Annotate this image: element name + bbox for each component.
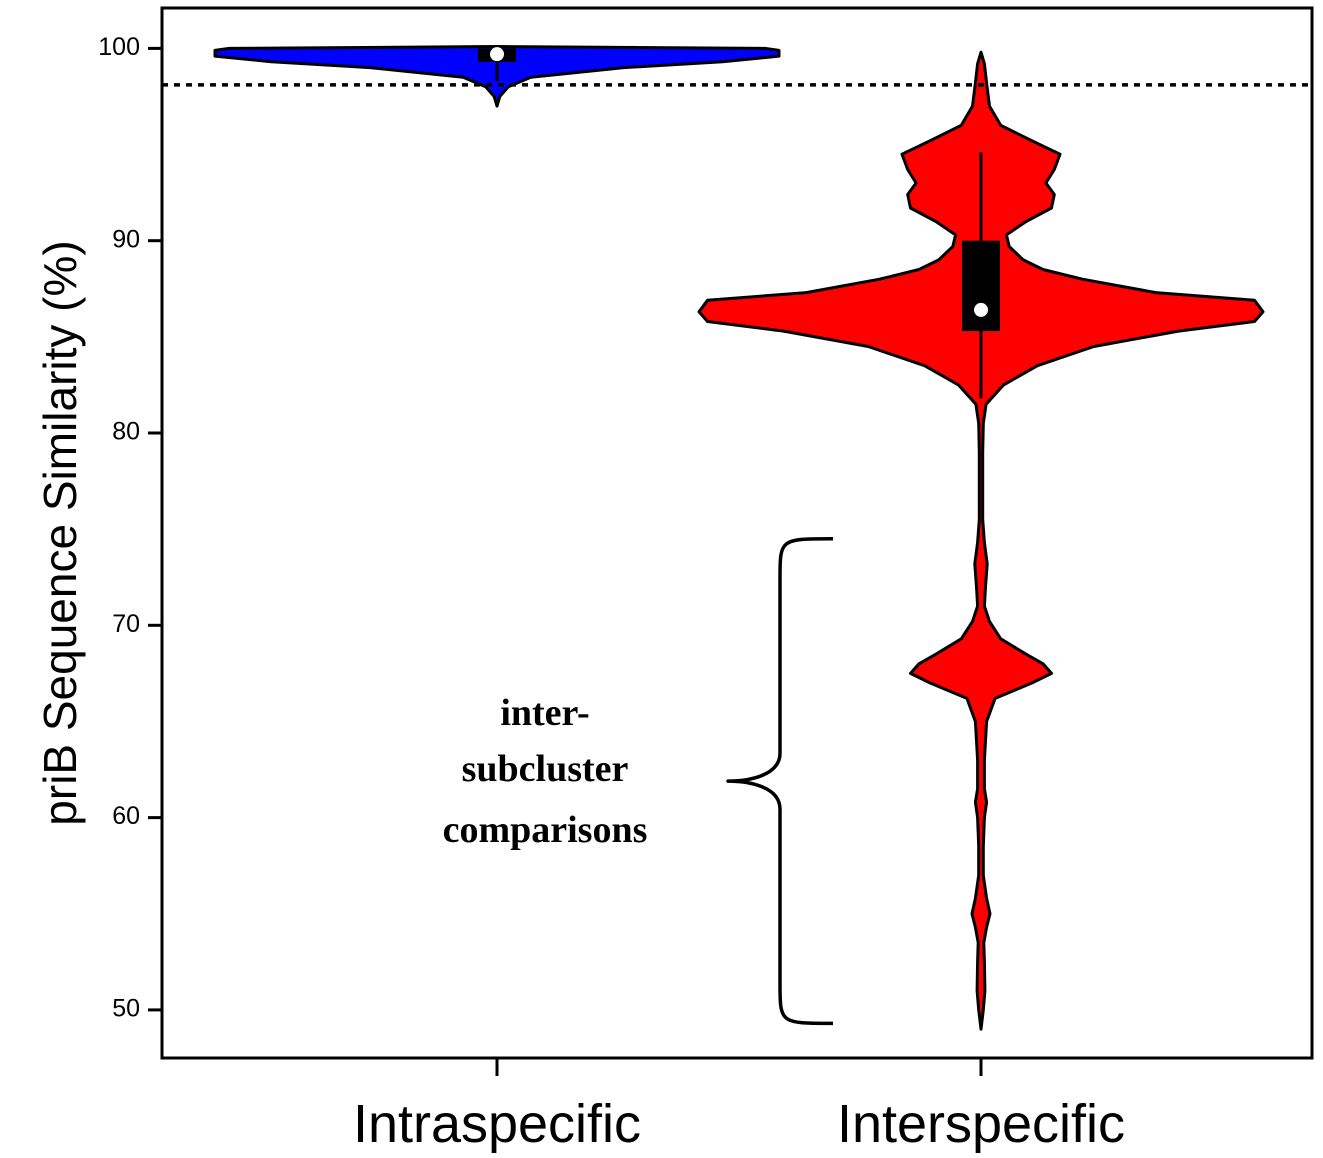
plot-frame: [160, 6, 1314, 1060]
y-axis-title: priB Sequence Similarity (%): [34, 240, 86, 825]
x-category-label: Intraspecific: [353, 1094, 641, 1154]
y-tick-label: 80: [112, 418, 140, 446]
intraspecific-median-point: [490, 47, 504, 62]
curly-brace: [726, 537, 834, 1026]
annotation-line: subcluster: [462, 748, 629, 790]
annotation-line: inter-: [500, 692, 589, 734]
x-ticks: Intraspecific Interspecific: [353, 1058, 1125, 1154]
annotation-line: comparisons: [443, 809, 648, 851]
interspecific-median-point: [974, 302, 988, 317]
annotation: inter-subcluster comparisons: [443, 537, 834, 1026]
violins-layer: [213, 45, 1265, 1031]
y-tick-label: 70: [112, 610, 140, 638]
y-tick-label: 90: [112, 225, 140, 253]
y-tick-label: 50: [112, 995, 140, 1023]
axes-layer: [160, 6, 1314, 1060]
y-tick-label: 100: [98, 33, 140, 61]
x-category-label: Interspecific: [837, 1094, 1125, 1154]
y-tick-label: 60: [112, 802, 140, 830]
y-ticks: 50 60 70 80 90 100: [98, 33, 162, 1023]
interspecific-box: [962, 240, 1000, 332]
interspecific-violin: [697, 50, 1265, 1031]
